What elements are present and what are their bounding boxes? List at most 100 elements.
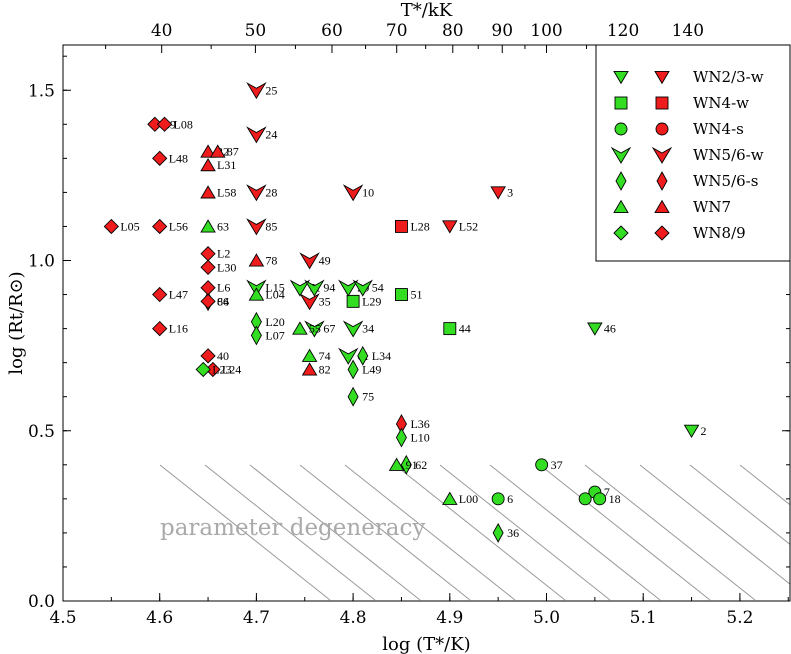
point-label: 85 [265, 219, 277, 233]
thin-diamond-marker [656, 171, 668, 191]
thin-diamond-marker [400, 454, 412, 475]
arrowhead-down-marker [299, 252, 320, 270]
triangle-up-marker [613, 199, 629, 214]
diamond-marker [152, 286, 168, 303]
hatch-line [159, 464, 331, 601]
point-label: 34 [362, 322, 374, 336]
point-label: L28 [410, 219, 429, 233]
arrowhead-down-marker [246, 82, 267, 100]
axes: 4.5 4.6 4.7 4.8 4.9 5.0 5.1 5.2 0.0 0.5 1.0 1.5 40 50… [6, 0, 790, 654]
x-tick-label: 5.0 [533, 608, 560, 628]
y-tick-label: 0.0 [28, 592, 55, 612]
arrowhead-down-marker [289, 279, 311, 297]
diamond-marker [200, 259, 216, 275]
thin-diamond-marker [347, 359, 359, 380]
point-label: L05 [120, 219, 139, 233]
diamond-marker [613, 225, 629, 241]
diamond-marker [152, 150, 168, 166]
point-label: 3 [507, 185, 513, 199]
circle-marker [535, 458, 549, 472]
triangle-down-marker [490, 186, 506, 200]
point-label: 18 [609, 492, 621, 506]
region-label: parameter degeneracy [160, 515, 425, 541]
y-tick-label: 1.0 [28, 252, 55, 272]
arrowhead-down-marker [246, 126, 267, 144]
point-label: 49 [319, 254, 331, 268]
diamond-marker [200, 293, 216, 309]
circle-marker [578, 492, 592, 506]
point-label: 82 [319, 362, 331, 376]
x-axis-title: log (T*/K) [382, 634, 470, 654]
point-label: L07 [265, 328, 284, 342]
square-marker [443, 322, 457, 336]
arrowhead-down-marker [304, 320, 325, 338]
triangle-up-marker [442, 491, 458, 505]
point-label: L56 [169, 219, 188, 233]
legend-label: WN7 [693, 198, 731, 216]
thin-diamond-marker [250, 325, 262, 346]
plot-frame [62, 44, 791, 602]
top-tick-label: 80 [442, 21, 464, 41]
triangle-up-marker [200, 157, 216, 172]
point-label: 7 [604, 485, 610, 499]
point-label: L15 [265, 281, 284, 295]
circle-marker [491, 492, 505, 506]
hatch-line [489, 464, 661, 601]
point-label: 46 [604, 322, 616, 336]
point-label: L58 [217, 185, 236, 199]
top-axis-title: T*/kK [401, 0, 453, 21]
top-tick-label: 140 [672, 21, 704, 41]
top-tick-label: 50 [245, 21, 267, 41]
point-label: L20 [265, 315, 284, 329]
y-tick-label: 0.5 [28, 422, 55, 442]
degeneracy-hatching [159, 464, 790, 601]
point-label: 44 [459, 322, 471, 336]
top-tick-label: 60 [321, 21, 343, 41]
square-marker [346, 294, 360, 308]
point-label: 62 [415, 458, 427, 472]
triangle-down-marker [613, 70, 629, 85]
square-marker [395, 288, 408, 301]
point-label: 35 [319, 294, 331, 308]
legend-label: WN5/6-w [693, 146, 764, 164]
diamond-marker [200, 348, 216, 364]
y-axis-title: log (Rt/R⊙) [6, 271, 27, 374]
point-label: L23 [212, 362, 231, 376]
top-tick-label: 100 [530, 21, 562, 41]
point-label: 67 [323, 322, 335, 336]
thin-diamond-marker [357, 345, 369, 366]
top-tick-label: 70 [386, 21, 408, 41]
point-label: L16 [169, 322, 188, 336]
legend-box [595, 44, 791, 262]
point-label: L04 [265, 288, 284, 302]
diamond-marker [195, 361, 211, 378]
arrowhead-down-marker [338, 279, 359, 297]
triangle-up-marker [654, 199, 670, 214]
point-label: 28 [265, 185, 277, 199]
y-tick-label: 1.5 [28, 81, 55, 101]
arrowhead-down-marker [651, 146, 673, 164]
arrowhead-down-marker [342, 184, 364, 202]
legend-label: WN5/6-s [693, 172, 758, 190]
arrowhead-down-marker [338, 347, 359, 365]
x-tick-label: 4.9 [436, 608, 463, 628]
circle-marker [614, 122, 628, 136]
triangle-up-marker [209, 144, 226, 158]
triangle-up-marker [248, 253, 265, 267]
triangle-down-marker [683, 424, 700, 438]
point-label: 75 [362, 390, 374, 404]
point-label: 10 [362, 185, 374, 199]
hatch-line [344, 464, 516, 601]
diamond-marker [152, 320, 168, 337]
point-label: L2 [217, 247, 230, 261]
top-tick-label: 120 [607, 21, 639, 41]
point-label: 40 [217, 349, 229, 363]
point-label: L10 [410, 431, 429, 445]
point-label: 74 [319, 349, 331, 363]
square-marker [614, 96, 628, 110]
arrowhead-down-marker [352, 279, 374, 297]
point-label: 55 [309, 322, 321, 336]
diamond-marker [654, 225, 670, 241]
arrowhead-down-marker [246, 184, 267, 202]
point-label: 37 [551, 458, 563, 472]
